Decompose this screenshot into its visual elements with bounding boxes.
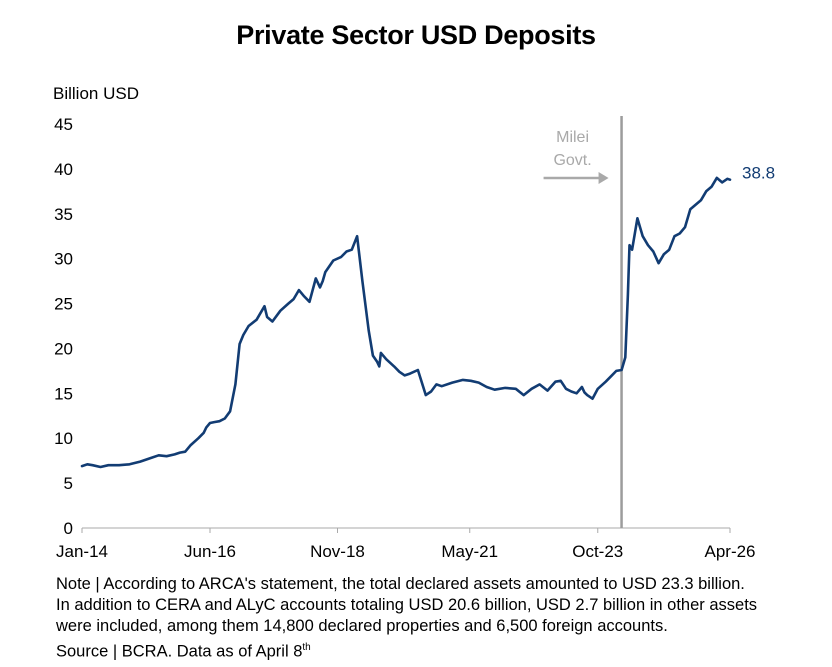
y-tick-label: 45 (54, 115, 73, 134)
x-tick-label: Jan-14 (56, 542, 108, 561)
y-axis-label: Billion USD (53, 84, 139, 103)
y-tick-label: 35 (54, 205, 73, 224)
annotation-arrow-icon (543, 172, 609, 184)
note-line-1: Note | According to ARCA's statement, th… (56, 575, 745, 593)
x-axis: Jan-14 Jun-16 Nov-18 May-21 Oct-23 Apr-26 (56, 528, 756, 561)
last-value-label: 38.8 (742, 164, 775, 183)
note-line-3: were included, among them 14,800 declare… (56, 617, 668, 635)
source-superscript: th (302, 642, 311, 653)
series-line (80, 176, 732, 469)
y-tick-label: 40 (54, 160, 73, 179)
line-chart: Billion USD 0 5 10 15 20 25 30 35 40 45 Jan-14 Jun… (53, 84, 775, 561)
y-tick-label: 10 (54, 429, 73, 448)
annotation-label-line2: Govt. (553, 152, 591, 169)
y-tick-label: 25 (54, 295, 73, 314)
chart-note: Note | According to ARCA's statement, th… (56, 574, 826, 663)
chart-title: Private Sector USD Deposits (236, 20, 596, 50)
source-text: Source | BCRA. Data as of April 8 (56, 642, 303, 661)
x-tick-label: Jun-16 (184, 542, 236, 561)
y-tick-label: 5 (64, 474, 73, 493)
source-line: Source | BCRA. Data as of April 8th (56, 637, 826, 663)
y-tick-label: 30 (54, 250, 73, 269)
y-axis: 0 5 10 15 20 25 30 35 40 45 (54, 115, 73, 538)
x-tick-label: May-21 (441, 542, 498, 561)
note-line-2: In addition to CERA and ALyC accounts to… (56, 596, 758, 614)
x-tick-label: Oct-23 (572, 542, 623, 561)
x-tick-label: Nov-18 (310, 542, 365, 561)
y-tick-label: 20 (54, 339, 73, 358)
annotation-label-line1: Milei (556, 129, 589, 146)
y-tick-label: 15 (54, 384, 73, 403)
y-tick-label: 0 (64, 519, 73, 538)
x-tick-label: Apr-26 (704, 542, 755, 561)
